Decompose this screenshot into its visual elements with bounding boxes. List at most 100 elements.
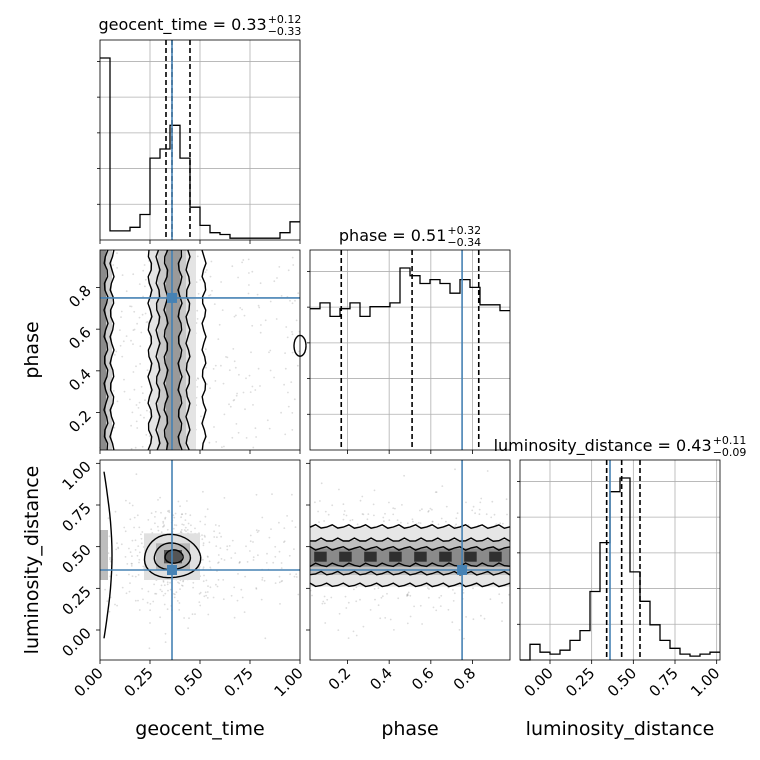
sample-point xyxy=(288,554,291,557)
sample-point xyxy=(280,580,283,583)
sample-point xyxy=(291,333,294,336)
sample-point xyxy=(160,511,162,514)
sample-point xyxy=(230,557,233,559)
sample-point xyxy=(190,530,193,533)
sample-point xyxy=(269,300,272,303)
sample-point xyxy=(345,607,348,609)
sample-point xyxy=(197,292,200,295)
sample-point xyxy=(124,530,127,533)
sample-point xyxy=(269,369,272,372)
sample-point xyxy=(355,600,358,603)
sample-point xyxy=(256,531,259,533)
sample-point xyxy=(435,491,438,493)
sample-point xyxy=(191,613,194,616)
sample-point xyxy=(173,524,176,526)
sample-point xyxy=(162,520,165,523)
sample-point xyxy=(164,517,167,520)
sample-point xyxy=(216,585,219,588)
sample-point xyxy=(149,609,152,612)
sample-point xyxy=(133,526,136,529)
sample-point xyxy=(141,445,144,448)
sample-point xyxy=(427,510,430,513)
sample-point xyxy=(166,583,169,586)
sample-point xyxy=(261,516,264,519)
sample-point xyxy=(247,258,250,261)
sample-point xyxy=(255,493,258,496)
density-cell xyxy=(166,250,180,450)
gridlines-layer xyxy=(99,40,720,660)
sample-point xyxy=(181,585,184,587)
sample-point xyxy=(157,499,159,501)
sample-point xyxy=(421,508,423,511)
histogram-phase xyxy=(310,267,510,318)
sample-point xyxy=(182,524,185,526)
sample-point xyxy=(205,366,207,369)
sample-point xyxy=(278,266,281,268)
sample-point xyxy=(486,470,489,472)
sample-point xyxy=(462,592,465,594)
sample-point xyxy=(231,539,234,542)
sample-point xyxy=(109,575,111,578)
sample-point xyxy=(122,340,125,343)
sample-point xyxy=(141,531,144,533)
sample-point xyxy=(392,507,395,510)
sample-point xyxy=(317,510,319,513)
sample-point xyxy=(406,595,408,597)
sample-point xyxy=(208,560,211,563)
sample-point xyxy=(174,512,177,515)
sample-point xyxy=(381,595,384,598)
sample-point xyxy=(177,500,180,503)
sample-point xyxy=(322,600,325,603)
sample-point xyxy=(120,316,122,318)
x-axis-label-luminosity-distance: luminosity_distance xyxy=(526,718,715,740)
sample-point xyxy=(240,588,243,591)
panel-frame xyxy=(309,249,511,451)
sample-point xyxy=(228,369,231,372)
sample-point xyxy=(205,579,208,582)
sample-point xyxy=(134,539,137,542)
sample-point xyxy=(238,373,240,376)
sample-point xyxy=(129,551,132,554)
sample-point xyxy=(192,586,195,589)
y-tick-label: 0.2 xyxy=(65,407,95,437)
sample-point xyxy=(222,579,225,581)
sample-point xyxy=(109,558,111,561)
sample-point xyxy=(204,523,207,526)
sample-point xyxy=(245,545,247,548)
sample-point xyxy=(287,391,289,394)
sample-point xyxy=(164,516,167,519)
sample-point xyxy=(114,603,116,606)
contour-line xyxy=(309,523,511,530)
sample-point xyxy=(144,399,146,401)
y-tick-label: 0.50 xyxy=(58,541,94,577)
x-axis-label-geocent-time: geocent_time xyxy=(135,718,264,740)
sample-point xyxy=(138,558,141,561)
sample-point xyxy=(471,509,474,512)
sample-point xyxy=(297,292,300,295)
sample-point xyxy=(366,518,369,521)
sample-point xyxy=(286,336,289,339)
x-tick-label: 0.75 xyxy=(220,664,256,700)
sample-point xyxy=(162,526,164,528)
density-cell xyxy=(100,530,108,580)
sample-point xyxy=(204,348,207,351)
sample-point xyxy=(135,404,138,406)
sample-point xyxy=(160,584,163,587)
sample-point xyxy=(213,530,216,533)
sample-point xyxy=(491,500,494,503)
sample-point xyxy=(417,522,420,524)
sample-point xyxy=(184,519,187,521)
sample-point xyxy=(255,436,257,438)
sample-point xyxy=(409,594,412,597)
density-cell xyxy=(414,551,427,562)
sample-point xyxy=(186,500,188,502)
title-phase: phase = 0.51 +0.32−0.34 xyxy=(339,224,481,249)
sample-point xyxy=(140,385,143,388)
sample-point xyxy=(440,594,443,597)
sample-point xyxy=(213,536,216,538)
sample-point xyxy=(323,595,326,598)
sample-point xyxy=(141,587,144,590)
sample-point xyxy=(352,630,355,633)
contour-line xyxy=(153,542,192,571)
sample-point xyxy=(178,609,181,611)
